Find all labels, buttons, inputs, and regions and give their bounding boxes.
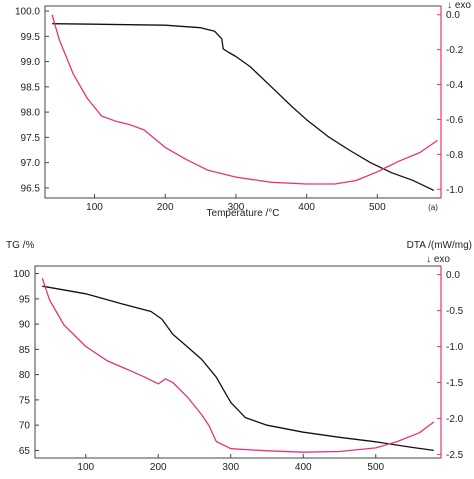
left-tick-label-0-4: 98.5 (21, 82, 41, 93)
right-tick-label-1-3: -1.5 (446, 378, 464, 389)
right-tick-label-1-1: -0.5 (446, 306, 464, 317)
right-tick-label-0-2: -0.4 (446, 80, 464, 91)
left-tick-label-1-2: 75 (19, 395, 31, 406)
left-tick-label-0-2: 97.5 (21, 133, 41, 144)
left-tick-label-0-7: 100.0 (15, 7, 40, 18)
x-tick-label-1-4: 500 (367, 462, 384, 473)
left-tick-label-0-6: 99.5 (21, 32, 41, 43)
left-tick-label-0-1: 97.0 (21, 158, 41, 169)
right-tick-label-0-3: -0.6 (446, 115, 464, 126)
left-tick-label-1-6: 95 (19, 294, 31, 305)
left-tick-label-0-0: 96.5 (21, 183, 41, 194)
left-tick-label-1-5: 90 (19, 320, 31, 331)
series-line-1-0 (42, 285, 434, 452)
left-tick-label-0-3: 98.0 (21, 108, 41, 119)
left-tick-label-0-5: 99.0 (21, 57, 41, 68)
x-tick-label-0-3: 400 (298, 202, 315, 213)
x-tick-label-1-0: 100 (77, 462, 94, 473)
plot-frame-1 (34, 265, 442, 459)
right-tick-label-1-5: -2.5 (446, 450, 464, 461)
series-line-0-0 (52, 23, 435, 191)
x-tick-label-0-4: 500 (369, 202, 386, 213)
left-tick-label-1-0: 65 (19, 446, 31, 457)
x-tick-label-0-2: 300 (228, 202, 245, 213)
left-axis-label-1: TG /% (6, 240, 34, 251)
right-tick-label-0-4: -0.8 (446, 150, 464, 161)
left-tick-label-1-4: 85 (19, 345, 31, 356)
right-tick-label-1-4: -2.0 (446, 414, 464, 425)
right-tick-label-0-5: -1.0 (446, 185, 464, 196)
left-tick-label-1-7: 100 (13, 269, 30, 280)
x-axis-label-0: Temperature /°C (207, 208, 280, 219)
panel-label-0: (a) (428, 203, 438, 212)
left-tick-label-1-3: 80 (19, 370, 31, 381)
right-axis-label-1: DTA /(mW/mg) (407, 240, 472, 251)
x-tick-label-1-2: 300 (222, 462, 239, 473)
series-line-1-1 (41, 277, 435, 453)
right-tick-label-0-1: -0.2 (446, 45, 464, 56)
right-axis-sublabel-1: ↓ exo (426, 254, 450, 265)
x-tick-label-0-1: 200 (157, 202, 174, 213)
series-line-0-1 (51, 14, 438, 185)
right-axis-label-0: ↓ exo (447, 0, 471, 11)
left-tick-label-1-1: 70 (19, 421, 31, 432)
x-tick-label-1-3: 400 (295, 462, 312, 473)
right-tick-label-0-0: 0.0 (446, 10, 460, 21)
x-tick-label-0-0: 100 (86, 202, 103, 213)
right-tick-label-1-0: 0.0 (446, 270, 460, 281)
right-tick-label-1-2: -1.0 (446, 342, 464, 353)
x-tick-label-1-1: 200 (150, 462, 167, 473)
